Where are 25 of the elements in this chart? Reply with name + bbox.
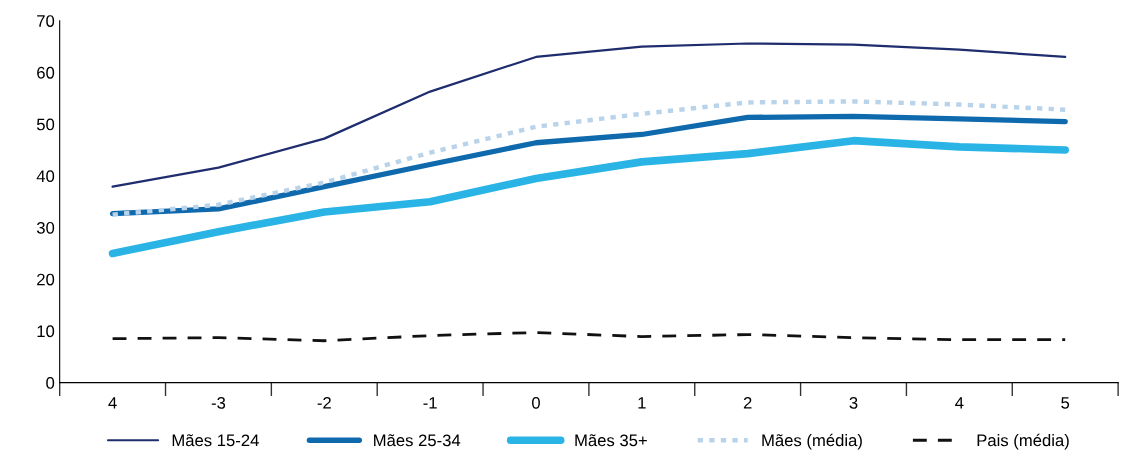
line-series (111, 42, 1067, 188)
y-tick-label: 0 (46, 377, 55, 389)
legend-label: Mães 15-24 (172, 434, 259, 447)
x-tick-label: 2 (743, 396, 752, 409)
legend-label: Pais (média) (977, 433, 1069, 450)
y-tick-label: 30 (36, 221, 55, 234)
x-tick-label: 0 (531, 396, 540, 409)
y-tick-label: 40 (36, 170, 55, 183)
x-tick-label: -3 (211, 396, 226, 409)
y-tick-label: 70 (37, 15, 55, 27)
legend-label: Mães (média) (762, 433, 862, 450)
y-tick-label: 50 (36, 118, 55, 131)
x-tick-label: 5 (1061, 397, 1070, 409)
x-tick-label: 1 (638, 397, 646, 409)
y-tick-label: 60 (37, 66, 55, 79)
legend-label: Mães 35+ (575, 434, 647, 447)
y-tick-label: 20 (37, 273, 55, 286)
x-tick-label: 4 (955, 397, 964, 409)
x-tick-label: -2 (317, 396, 331, 409)
y-tick-label: 10 (37, 325, 55, 338)
line-series (111, 331, 1067, 343)
x-tick-label: 3 (849, 396, 858, 409)
x-tick-label: 4 (108, 397, 117, 409)
x-tick-label: -1 (423, 397, 437, 409)
legend-label: Mães 25-34 (374, 434, 461, 447)
